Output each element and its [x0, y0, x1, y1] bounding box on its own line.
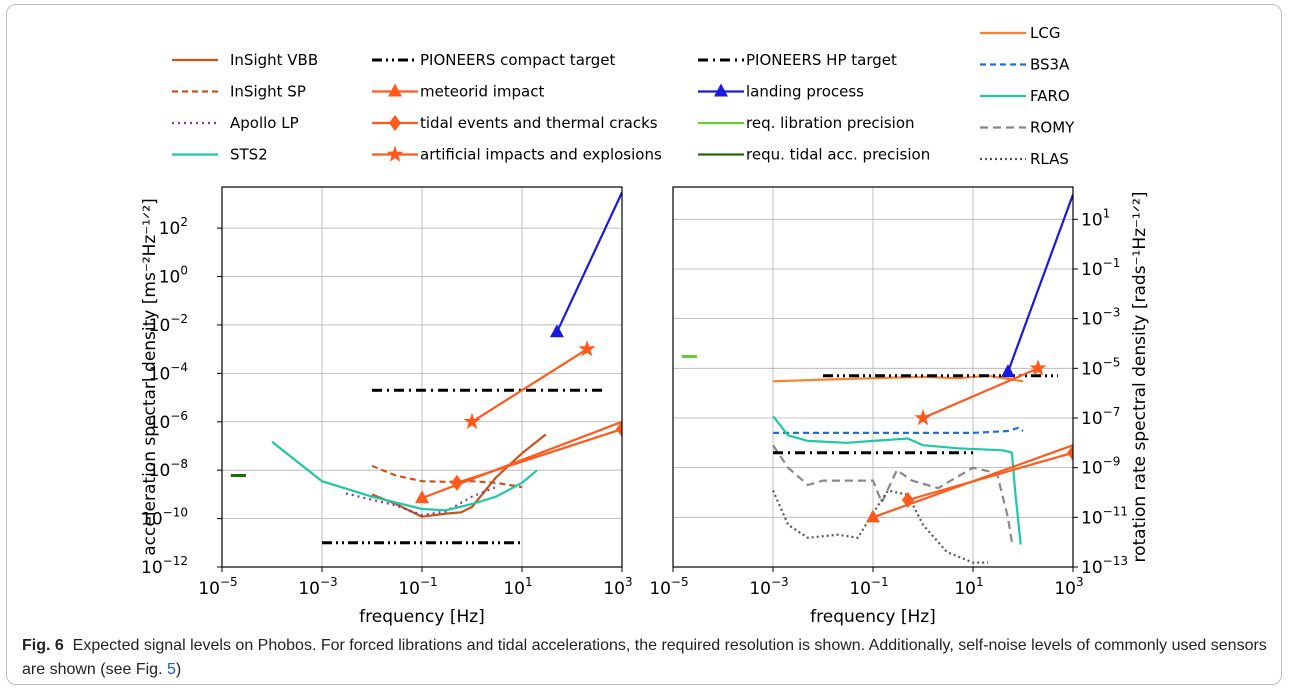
marker-artificial-impacts-and-explosions — [463, 412, 481, 429]
y-axis-label: rotation rate spectral density [rads⁻¹Hz… — [1130, 191, 1150, 562]
series-group — [230, 191, 622, 545]
series-romy — [772, 444, 1013, 543]
marker-meteorid-impact — [415, 490, 429, 504]
x-tick-label: 10−1 — [398, 575, 437, 599]
y-tick-label: 10−12 — [141, 554, 188, 578]
figure-canvas: InSight VBB InSight SP Apollo LP STS2 PIONEE… — [140, 24, 1150, 627]
marker-artificial-impacts-and-explosions — [914, 409, 932, 426]
caption-text: Expected signal levels on Phobos. For fo… — [22, 637, 1267, 678]
legend-label-tidal-events-and-thermal-cracks: tidal events and thermal cracks — [420, 114, 658, 132]
marker-tidal-events-and-thermal-cracks — [616, 421, 622, 438]
y-tick-label: 10−3 — [1081, 306, 1120, 330]
figure-frame — [6, 4, 1282, 685]
caption-figure-link[interactable]: 5 — [166, 661, 176, 678]
acceleration-panel: 10−5 10−3 10−1 101 10310−1210−1010−810−610−4… — [140, 186, 633, 627]
legend-label-meteorid-impact: meteorid impact — [420, 83, 544, 101]
legend-marker-tidal-events-and-thermal-cracks — [389, 115, 401, 131]
marker-artificial-impacts-and-explosions — [578, 340, 596, 357]
marker-tidal-events-and-thermal-cracks — [901, 491, 914, 508]
y-tick-label: 10−9 — [1081, 455, 1120, 479]
marker-landing-process — [1000, 364, 1015, 378]
series-landing-process — [555, 191, 622, 333]
y-tick-label: 102 — [159, 215, 188, 239]
y-axis-label: acceleration spectarl density [ms⁻²Hz⁻¹ᐟ… — [140, 198, 160, 556]
x-axis-label: frequency [Hz] — [810, 607, 936, 627]
series-tidal-events-and-thermal-cracks — [907, 451, 1073, 502]
legend-marker-meteorid-impact — [388, 83, 402, 97]
marker-artificial-impacts-and-explosions — [1029, 359, 1047, 376]
legend-label-req-libration-precision: req. libration precision — [746, 114, 915, 132]
legend-label-insight-vbb: InSight VBB — [230, 51, 318, 69]
y-tick-label: 100 — [159, 264, 188, 288]
x-tick-label: 101 — [503, 575, 532, 599]
x-tick-label: 101 — [954, 575, 983, 599]
series-sts2 — [271, 440, 538, 512]
series-insight-sp — [371, 464, 523, 489]
legend-label-pioneers-compact-target: PIONEERS compact target — [420, 51, 616, 69]
marker-landing-process — [549, 324, 564, 338]
y-tick-label: 10−13 — [1081, 554, 1128, 578]
legend-label-landing-process: landing process — [746, 83, 864, 101]
series-faro — [772, 415, 1022, 545]
legend-marker-landing-process — [714, 83, 728, 97]
y-tick-label: 10−5 — [1081, 355, 1120, 379]
x-tick-label: 10−5 — [198, 575, 237, 599]
series-artificial-impacts-and-explosions — [922, 367, 1039, 420]
legend: InSight VBB InSight SP Apollo LP STS2 PIONEE… — [172, 24, 1075, 168]
marker-tidal-events-and-thermal-cracks — [450, 474, 463, 491]
series-group — [681, 194, 1073, 564]
x-tick-label: 10−1 — [849, 575, 888, 599]
y-tick-label: 10−11 — [1081, 504, 1128, 528]
legend-label-insight-sp: InSight SP — [230, 83, 306, 101]
marker-meteorid-impact — [866, 509, 880, 523]
y-tick-label: 101 — [1081, 206, 1110, 230]
x-tick-label: 10−3 — [298, 575, 337, 599]
y-tick-label: 10−7 — [1081, 405, 1120, 429]
series-artificial-impacts-and-explosions — [471, 348, 588, 423]
legend-label-faro: FARO — [1030, 87, 1070, 105]
legend-label-apollo-lp: Apollo LP — [230, 114, 299, 132]
series-landing-process — [1006, 194, 1073, 373]
legend-marker-artificial-impacts-and-explosions — [386, 145, 404, 162]
x-axis-label: frequency [Hz] — [359, 607, 485, 627]
legend-label-sts2: STS2 — [230, 146, 268, 164]
caption-end: ) — [175, 661, 182, 678]
series-bs3a — [773, 426, 1024, 434]
legend-label-lcg: LCG — [1030, 24, 1060, 42]
x-tick-label: 103 — [603, 575, 632, 599]
legend-label-artificial-impacts-and-explosions: artificial impacts and explosions — [420, 146, 662, 164]
x-tick-label: 103 — [1054, 575, 1083, 599]
legend-label-romy: ROMY — [1030, 119, 1075, 137]
legend-label-pioneers-hp-target: PIONEERS HP target — [746, 51, 897, 69]
series-tidal-events-and-thermal-cracks — [456, 428, 622, 484]
caption-label: Fig. 6 — [22, 637, 64, 654]
x-tick-label: 10−5 — [649, 575, 688, 599]
series-apollo-lp — [345, 486, 497, 517]
x-tick-label: 10−3 — [749, 575, 788, 599]
legend-label-requ-tidal-acc-precision: requ. tidal acc. precision — [746, 146, 930, 164]
y-tick-label: 10−1 — [1081, 256, 1120, 280]
legend-label-rlas: RLAS — [1030, 150, 1069, 168]
figure-caption: Fig. 6 Expected signal levels on Phobos.… — [22, 634, 1272, 682]
series-insight-vbb — [371, 433, 547, 518]
legend-label-bs3a: BS3A — [1030, 56, 1070, 74]
marker-tidal-events-and-thermal-cracks — [1067, 444, 1073, 461]
series-rlas — [771, 489, 989, 564]
